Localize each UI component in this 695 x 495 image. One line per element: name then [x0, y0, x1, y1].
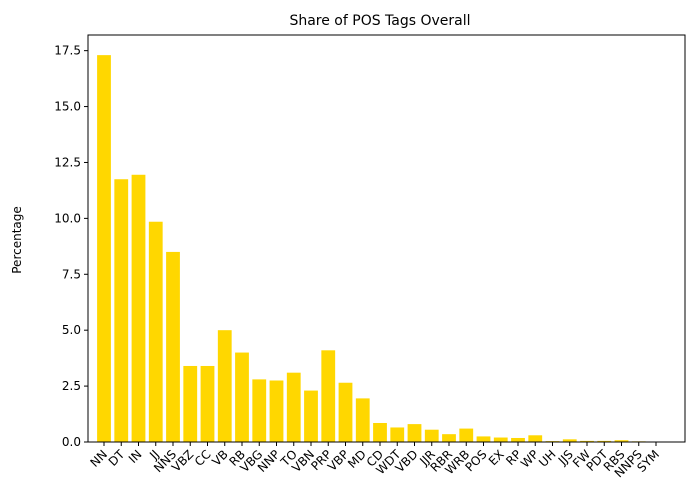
bar-rb — [235, 352, 249, 442]
bar-rbs — [614, 440, 629, 442]
bar-vb — [217, 330, 232, 442]
y-tick-label: 15.0 — [54, 100, 81, 114]
y-tick-label: 10.0 — [54, 211, 81, 225]
y-axis: 0.0 2.5 5.0 7.5 10.0 12.5 15.0 17.5 — [54, 44, 88, 449]
y-tick-label: 2.5 — [62, 379, 81, 393]
bar-jj — [148, 221, 163, 442]
bar-to — [286, 372, 301, 442]
x-tick-label: IN — [126, 447, 145, 466]
bar-nn — [97, 55, 111, 442]
bar-prp — [321, 350, 336, 442]
bar-rbr — [442, 434, 456, 442]
bar-md — [355, 398, 370, 442]
bar-pos — [476, 436, 491, 442]
chart-title: Share of POS Tags Overall — [289, 13, 470, 29]
x-tick-label: POS — [463, 447, 490, 474]
bar-nnp — [269, 380, 284, 442]
bar-vbg — [252, 379, 267, 442]
y-tick-label: 17.5 — [54, 44, 81, 58]
bar-nns — [166, 251, 180, 442]
plot-frame — [87, 34, 686, 443]
bar-vbz — [183, 365, 198, 442]
bar-cd — [373, 422, 387, 442]
y-tick-label: 12.5 — [54, 155, 81, 169]
bar-wp — [528, 435, 543, 442]
bar-wdt — [390, 427, 405, 442]
y-tick-label: 5.0 — [62, 323, 81, 337]
bar-pdt — [597, 440, 612, 442]
bar-jjr — [424, 429, 439, 442]
bar-cc — [200, 365, 215, 442]
bar-vbn — [304, 390, 318, 442]
bar-wrb — [459, 428, 474, 442]
y-tick-label: 7.5 — [62, 267, 81, 281]
bar-ex — [493, 437, 508, 442]
bar-jjs — [562, 439, 577, 442]
bar-rp — [511, 437, 525, 442]
x-tick-label: DT — [106, 447, 128, 469]
y-tick-label: 0.0 — [62, 435, 81, 449]
bars-group — [97, 55, 663, 443]
bar-in — [131, 174, 146, 442]
bar-fw — [580, 440, 594, 442]
bar-vbd — [407, 424, 422, 442]
y-axis-label: Percentage — [10, 206, 24, 274]
bar-dt — [114, 179, 129, 443]
bar-vbp — [338, 382, 353, 442]
